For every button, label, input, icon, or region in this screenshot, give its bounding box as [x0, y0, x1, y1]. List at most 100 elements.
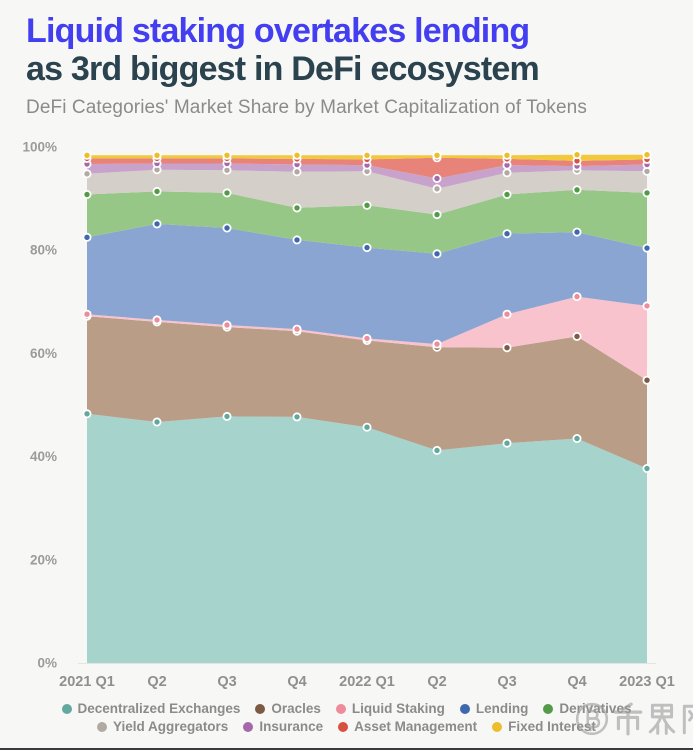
stacked-area-chart: 0% 20% 40% 60% 80% 100% 2021 Q1 Q2 Q3 Q4 2022 Q1 Q2… — [22, 140, 675, 691]
y-axis-tick: 100% — [22, 140, 57, 155]
data-point-marker-fixed-interest — [292, 150, 302, 160]
legend-item-lending: Lending — [459, 701, 529, 716]
legend-label: Derivatives — [559, 701, 632, 716]
x-axis-label: Q2 — [147, 674, 166, 690]
x-axis-label: 2022 Q1 — [339, 674, 395, 690]
data-point-marker-fixed-interest — [642, 150, 652, 160]
area-yield-aggregators — [87, 169, 647, 215]
chart-legend: Decentralized Exchanges Oracles Liquid Sta… — [0, 701, 693, 734]
legend-item-liquid-staking: Liquid Staking — [335, 701, 445, 716]
data-point-marker-derivatives — [292, 203, 302, 213]
area-derivatives — [87, 189, 647, 254]
data-point-marker-yield-aggregators — [292, 167, 302, 177]
data-point-marker-yield-aggregators — [82, 169, 92, 179]
bottom-edge-bar — [0, 748, 693, 750]
data-point-marker-derivatives — [82, 190, 92, 200]
data-point-marker-fixed-interest — [502, 150, 512, 160]
data-point-marker-decentralized-exchanges — [502, 438, 512, 448]
data-point-marker-oracles — [642, 375, 652, 385]
data-point-marker-derivatives — [572, 185, 582, 195]
legend-dot-icon — [255, 703, 266, 714]
data-point-marker-fixed-interest — [152, 150, 162, 160]
title-block: Liquid staking overtakes lending as 3rd … — [26, 12, 676, 119]
legend-label: Lending — [475, 701, 529, 716]
data-point-marker-decentralized-exchanges — [432, 445, 442, 455]
data-point-marker-liquid-staking — [572, 292, 582, 302]
y-axis-tick: 40% — [30, 449, 57, 464]
data-point-marker-decentralized-exchanges — [642, 463, 652, 473]
x-axis-label: Q3 — [217, 674, 236, 690]
legend-dot-icon — [335, 703, 346, 714]
data-point-marker-lending — [642, 243, 652, 253]
page-title-dark: as 3rd biggest in DeFi ecosystem — [26, 50, 540, 88]
data-point-marker-derivatives — [152, 186, 162, 196]
data-point-marker-lending — [222, 223, 232, 233]
data-point-marker-liquid-staking — [82, 309, 92, 319]
legend-row: Decentralized Exchanges Oracles Liquid Sta… — [61, 701, 631, 716]
legend-item-yield-aggregators: Yield Aggregators — [97, 719, 228, 734]
data-point-marker-decentralized-exchanges — [82, 409, 92, 419]
data-point-marker-fixed-interest — [82, 150, 92, 160]
data-point-marker-decentralized-exchanges — [362, 422, 372, 432]
data-point-marker-fixed-interest — [222, 150, 232, 160]
data-point-marker-oracles — [502, 343, 512, 353]
data-point-marker-liquid-staking — [222, 320, 232, 330]
data-point-marker-lending — [82, 232, 92, 242]
legend-item-oracles: Oracles — [255, 701, 321, 716]
data-point-marker-yield-aggregators — [432, 184, 442, 194]
legend-label: Yield Aggregators — [113, 719, 229, 734]
x-axis-label: Q4 — [567, 674, 586, 690]
x-axis-label: 2021 Q1 — [59, 674, 115, 690]
data-point-marker-lending — [152, 219, 162, 229]
data-point-marker-lending — [502, 229, 512, 239]
x-axis-label: 2023 Q1 — [619, 674, 675, 690]
legend-label: Oracles — [271, 701, 321, 716]
legend-dot-icon — [459, 703, 470, 714]
x-axis-label: Q3 — [497, 674, 516, 690]
legend-dot-icon — [543, 703, 554, 714]
area-oracles — [87, 316, 647, 469]
data-point-marker-yield-aggregators — [502, 168, 512, 178]
data-point-marker-fixed-interest — [572, 150, 582, 160]
legend-dot-icon — [338, 721, 349, 732]
data-point-marker-derivatives — [222, 188, 232, 198]
data-point-marker-decentralized-exchanges — [292, 412, 302, 422]
legend-row: Yield Aggregators Insurance Asset Manageme… — [97, 719, 596, 734]
y-axis-tick: 80% — [30, 243, 57, 258]
y-axis-tick: 20% — [30, 552, 57, 567]
legend-dot-icon — [492, 721, 503, 732]
data-point-marker-liquid-staking — [432, 339, 442, 349]
data-point-marker-liquid-staking — [292, 324, 302, 334]
chart-subtitle: DeFi Categories' Market Share by Market … — [26, 97, 587, 118]
y-axis-tick: 0% — [37, 656, 57, 671]
legend-label: Fixed Interest — [508, 719, 596, 734]
data-point-marker-decentralized-exchanges — [572, 433, 582, 443]
legend-label: Liquid Staking — [351, 701, 445, 716]
legend-label: Asset Management — [354, 719, 478, 734]
legend-item-derivatives: Derivatives — [543, 701, 631, 716]
legend-dot-icon — [97, 721, 108, 732]
legend-item-insurance: Insurance — [243, 719, 323, 734]
page-title-accent: Liquid staking overtakes lending — [26, 12, 530, 50]
data-point-marker-fixed-interest — [432, 150, 442, 160]
data-point-marker-lending — [292, 235, 302, 245]
data-point-marker-decentralized-exchanges — [222, 411, 232, 421]
data-point-marker-fixed-interest — [362, 150, 372, 160]
legend-label: Insurance — [259, 719, 324, 734]
legend-item-decentralized-exchanges: Decentralized Exchanges — [61, 701, 241, 716]
data-point-marker-liquid-staking — [152, 315, 162, 325]
data-point-marker-derivatives — [432, 210, 442, 220]
legend-label: Decentralized Exchanges — [77, 701, 241, 716]
x-axis-label: Q4 — [287, 674, 306, 690]
data-point-marker-liquid-staking — [502, 309, 512, 319]
legend-dot-icon — [243, 721, 254, 732]
data-point-marker-lending — [362, 243, 372, 253]
data-point-marker-decentralized-exchanges — [152, 417, 162, 427]
data-point-marker-derivatives — [362, 200, 372, 210]
data-point-marker-lending — [572, 227, 582, 237]
legend-item-fixed-interest: Fixed Interest — [492, 719, 596, 734]
data-point-marker-liquid-staking — [642, 301, 652, 311]
data-point-marker-derivatives — [642, 188, 652, 198]
x-axis-label: Q2 — [427, 674, 446, 690]
